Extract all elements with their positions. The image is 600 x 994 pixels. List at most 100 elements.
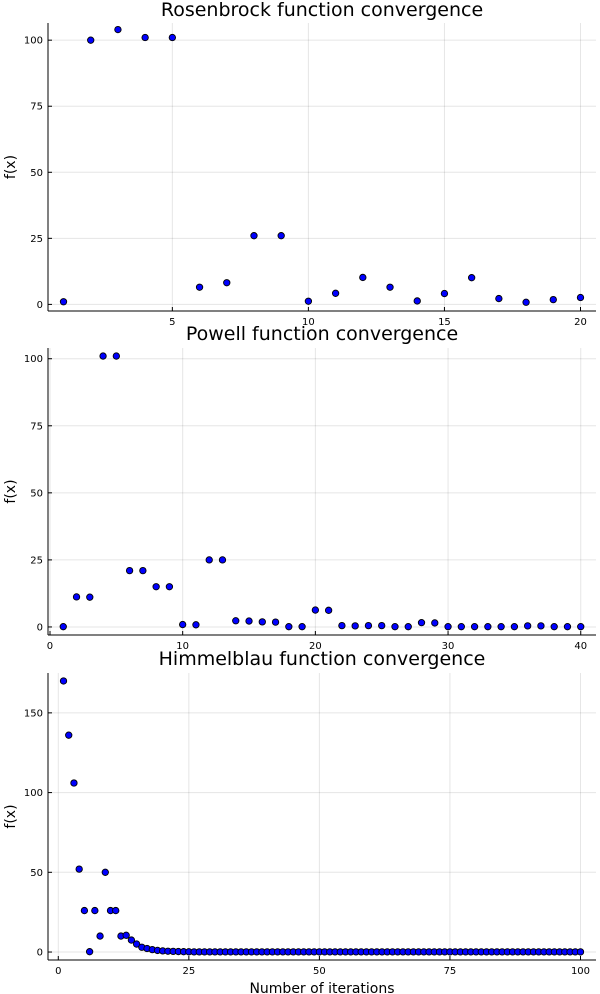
chart-panel-1: 5 10 15 20 0 25 50 75 100 Rosenbrock function con…	[3, 0, 596, 328]
data-point	[537, 622, 545, 630]
data-point	[311, 606, 320, 614]
y-tick-label: 25	[30, 234, 43, 245]
chart-panel-3: 0 25 50 75 100 0 50 100 150 Himmelblau function c…	[3, 648, 596, 994]
x-tick-label: 10	[302, 317, 315, 328]
data-point	[440, 289, 449, 298]
data-point	[152, 583, 160, 591]
data-point	[192, 621, 200, 629]
y-axis-label: f(x)	[3, 479, 19, 503]
data-point	[359, 273, 367, 282]
data-point	[277, 232, 285, 240]
x-tick-label: 75	[444, 966, 457, 977]
data-point	[378, 621, 386, 630]
x-tick-label: 0	[55, 966, 61, 977]
data-point	[304, 297, 313, 305]
y-tick-label: 0	[37, 300, 43, 311]
data-point	[59, 677, 68, 685]
data-point	[75, 865, 83, 873]
data-point	[457, 623, 465, 631]
chart-title: Himmelblau function convergence	[159, 648, 486, 670]
x-tick-label: 50	[313, 966, 326, 977]
x-tick-label: 5	[169, 317, 175, 328]
data-point	[444, 623, 452, 631]
x-tick-label: 25	[182, 966, 195, 977]
x-tick-label: 100	[571, 966, 590, 977]
data-point	[386, 283, 394, 291]
data-point	[127, 936, 136, 944]
series-1	[59, 677, 585, 956]
data-point	[364, 621, 373, 630]
data-point	[223, 279, 231, 287]
data-point	[250, 232, 258, 240]
data-point	[413, 297, 421, 305]
data-point	[271, 618, 280, 626]
data-point	[331, 289, 340, 297]
data-point	[112, 352, 120, 360]
series-1	[59, 25, 585, 306]
data-point	[258, 618, 266, 626]
data-point	[351, 622, 359, 630]
y-tick-label: 75	[30, 421, 43, 432]
x-tick-label: 20	[574, 317, 587, 328]
data-point	[563, 623, 572, 631]
data-point	[205, 556, 213, 564]
y-axis-label: f(x)	[3, 155, 19, 179]
data-point	[122, 931, 130, 939]
data-point	[195, 283, 204, 291]
y-tick-label: 150	[24, 708, 43, 719]
y-tick-label: 100	[24, 354, 43, 365]
y-axis-label: f(x)	[3, 804, 19, 828]
x-tick-label: 40	[574, 641, 587, 652]
data-point	[391, 623, 399, 631]
data-point	[139, 566, 147, 575]
data-point	[522, 298, 530, 306]
data-point	[59, 623, 67, 631]
data-point	[80, 906, 89, 915]
y-tick-label: 25	[30, 555, 43, 566]
x-tick-label: 10	[176, 641, 189, 652]
data-point	[86, 593, 94, 601]
data-point	[165, 583, 174, 591]
x-tick-label: 20	[309, 641, 322, 652]
y-tick-label: 50	[30, 168, 43, 179]
data-point	[232, 617, 240, 625]
data-point	[524, 622, 532, 630]
data-point	[484, 623, 492, 631]
data-point	[497, 623, 505, 631]
data-point	[132, 940, 141, 948]
x-tick-label: 15	[438, 317, 451, 328]
data-point	[576, 293, 585, 302]
data-point	[72, 593, 81, 601]
data-point	[417, 619, 426, 627]
data-point	[298, 623, 306, 631]
data-point	[285, 623, 293, 631]
data-point	[577, 623, 585, 631]
data-point	[218, 556, 227, 564]
x-axis-label: Number of iterations	[249, 981, 394, 994]
x-tick-label: 0	[47, 641, 53, 652]
data-point	[404, 623, 412, 631]
chart-panel-2: 0 10 20 30 40 0 25 50 75 100 Powell function conve…	[3, 323, 596, 652]
data-point	[510, 623, 519, 631]
data-point	[96, 932, 104, 940]
data-point	[99, 352, 107, 360]
data-point	[324, 606, 333, 614]
chart-title: Rosenbrock function convergence	[161, 0, 483, 21]
y-tick-label: 100	[24, 36, 43, 47]
data-point	[168, 33, 176, 42]
data-point	[125, 566, 134, 575]
data-point	[65, 731, 73, 739]
data-point	[549, 295, 557, 304]
data-point	[470, 623, 479, 631]
data-point	[141, 33, 149, 42]
data-point	[114, 25, 122, 34]
series-1	[59, 352, 585, 631]
data-point	[59, 298, 68, 306]
x-tick-label: 30	[442, 641, 455, 652]
y-tick-label: 50	[30, 868, 43, 879]
data-point	[87, 36, 95, 44]
chart-title: Powell function convergence	[186, 323, 458, 345]
y-tick-label: 0	[37, 948, 43, 959]
data-point	[179, 620, 187, 629]
